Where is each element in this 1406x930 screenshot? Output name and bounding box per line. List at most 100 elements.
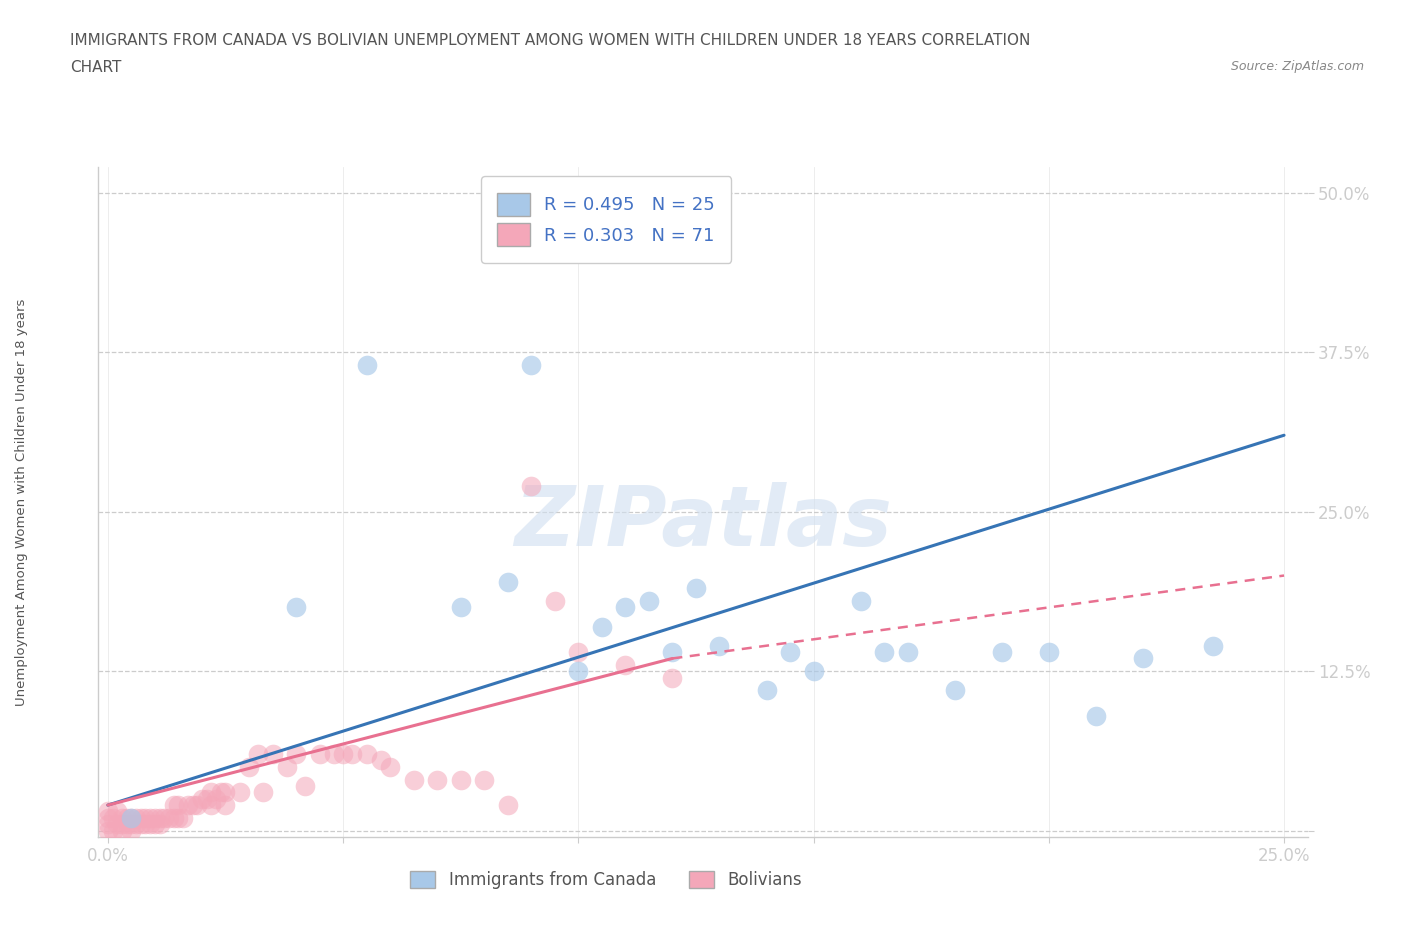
Point [97,817,120,831]
Point [200,785,222,800]
Point [709,638,731,653]
Point [149,817,172,831]
Point [163,810,186,825]
Point [567,664,589,679]
Point [228,785,250,800]
Point [496,798,519,813]
Point [567,644,589,659]
Point [186,798,208,813]
Point [897,644,920,659]
Point [167,810,190,825]
Point [139,810,162,825]
Point [115,810,138,825]
Point [129,810,152,825]
Text: ZIPatlas: ZIPatlas [515,482,891,563]
Point [849,593,872,608]
Point [167,798,190,813]
Point [129,817,152,831]
Text: Source: ZipAtlas.com: Source: ZipAtlas.com [1230,60,1364,73]
Point [803,664,825,679]
Point [285,600,308,615]
Point [638,593,661,608]
Point [943,683,966,698]
Point [342,747,364,762]
Point [111,817,134,831]
Point [252,785,274,800]
Point [163,798,186,813]
Point [139,817,162,831]
Point [111,823,134,838]
Point [520,479,543,494]
Point [294,778,316,793]
Point [134,817,156,831]
Point [1202,638,1225,653]
Point [143,817,166,831]
Point [322,747,344,762]
Point [779,644,801,659]
Point [97,810,120,825]
Point [153,810,176,825]
Point [276,760,298,775]
Point [125,810,148,825]
Point [755,683,778,698]
Point [496,575,519,590]
Point [661,644,683,659]
Point [356,747,378,762]
Point [402,772,425,787]
Point [1084,709,1107,724]
Point [149,810,172,825]
Point [120,823,142,838]
Point [134,810,156,825]
Point [101,823,124,838]
Point [308,747,330,762]
Point [1132,651,1154,666]
Point [285,747,308,762]
Point [450,772,472,787]
Point [378,760,401,775]
Point [544,593,567,608]
Point [105,817,128,831]
Point [262,747,284,762]
Point [181,798,204,813]
Point [661,671,683,685]
Text: Unemployment Among Women with Children Under 18 years: Unemployment Among Women with Children U… [14,299,28,706]
Point [105,804,128,819]
Point [97,823,120,838]
Point [115,817,138,831]
Point [214,798,236,813]
Point [157,810,180,825]
Point [990,644,1012,659]
Point [120,810,142,825]
Point [614,600,637,615]
Point [247,747,270,762]
Point [143,810,166,825]
Text: CHART: CHART [70,60,122,75]
Point [426,772,449,787]
Point [200,798,222,813]
Point [209,785,232,800]
Point [370,753,392,768]
Point [614,658,637,672]
Point [125,817,148,831]
Point [120,817,142,831]
Point [520,358,543,373]
Legend: Immigrants from Canada, Bolivians: Immigrants from Canada, Bolivians [404,864,808,896]
Point [332,747,354,762]
Point [1038,644,1060,659]
Point [450,600,472,615]
Point [356,358,378,373]
Point [472,772,495,787]
Point [205,791,228,806]
Point [177,798,200,813]
Point [111,810,134,825]
Point [873,644,896,659]
Point [191,791,214,806]
Point [214,785,236,800]
Point [172,810,194,825]
Text: IMMIGRANTS FROM CANADA VS BOLIVIAN UNEMPLOYMENT AMONG WOMEN WITH CHILDREN UNDER : IMMIGRANTS FROM CANADA VS BOLIVIAN UNEMP… [70,33,1031,47]
Point [591,619,613,634]
Point [685,581,707,596]
Point [101,810,124,825]
Point [120,810,142,825]
Point [238,760,260,775]
